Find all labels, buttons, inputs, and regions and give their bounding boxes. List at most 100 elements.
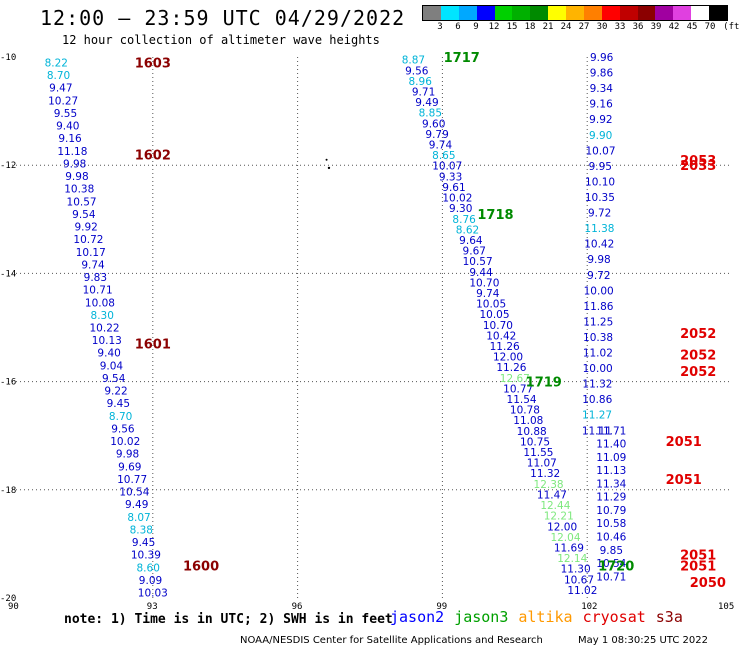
- swh-value: 11.11: [582, 425, 612, 437]
- swh-value: 9.34: [590, 83, 614, 95]
- legend-swatch: [423, 6, 441, 20]
- swh-value: 9.40: [97, 348, 120, 360]
- swh-value: 12.44: [540, 500, 570, 512]
- swh-value: 9.95: [589, 161, 612, 173]
- chart-title: 12:00 – 23:59 UTC 04/29/2022: [40, 6, 406, 30]
- swh-value: 9.74: [476, 288, 500, 300]
- swh-value: 10.38: [64, 184, 94, 196]
- x-tick-label: 99: [436, 602, 447, 610]
- swh-value: 10.39: [131, 550, 161, 562]
- legend-swatch: [691, 6, 709, 20]
- swh-value: 10.22: [90, 323, 120, 335]
- swh-value: 9.74: [429, 140, 453, 152]
- legend-swatch: [709, 6, 727, 20]
- legend-swatch: [440, 6, 459, 20]
- swh-value: 8.62: [456, 224, 479, 236]
- swh-value: 8.87: [402, 55, 425, 67]
- swh-value: 8.07: [127, 512, 150, 524]
- swh-value: 10.05: [476, 299, 506, 311]
- swh-value: 12.00: [493, 352, 523, 364]
- swh-value: 10.00: [584, 285, 614, 297]
- swh-value: 9.54: [102, 373, 126, 385]
- mission-altika: altika: [518, 608, 573, 626]
- swh-value: 9.69: [118, 461, 141, 473]
- swh-value: 11.07: [527, 458, 557, 470]
- swh-value: 9.04: [100, 360, 124, 372]
- swh-value: 11.32: [582, 379, 612, 391]
- swh-value: 11.02: [583, 348, 613, 360]
- swh-value: 8.22: [45, 57, 68, 69]
- x-tick-label: 93: [147, 602, 158, 610]
- generated-timestamp: May 1 08:30:25 UTC 2022: [578, 635, 708, 646]
- legend-label: 21: [542, 22, 554, 32]
- swh-value: 11.32: [530, 468, 560, 480]
- swh-value: 10.71: [83, 285, 113, 297]
- swh-value: 12.00: [547, 521, 577, 533]
- chart-subtitle: 12 hour collection of altimeter wave hei…: [62, 33, 380, 47]
- legend-label: 12: [488, 22, 500, 32]
- swh-value: 9.98: [587, 254, 610, 266]
- plot-area: 90 93 96 99 102 105-10-12-14-16-18-208.228.70…: [0, 51, 734, 610]
- pass-number-label: 1603: [135, 56, 171, 71]
- legend-label: 70: [704, 22, 716, 32]
- legend-swatch: [673, 6, 692, 20]
- legend-swatch: [512, 6, 531, 20]
- swh-value: 11.71: [596, 425, 626, 437]
- swh-value: 10.07: [432, 161, 462, 173]
- swh-value: 9.60: [422, 118, 445, 130]
- legend-label: 27: [578, 22, 590, 32]
- swh-value: 10.78: [510, 405, 540, 417]
- swh-value: 9.79: [425, 129, 448, 141]
- swh-value: 10.38: [583, 332, 613, 344]
- swh-value: 9.64: [459, 235, 483, 247]
- swh-value: 9.92: [74, 222, 97, 234]
- swh-value: 10.07: [585, 145, 615, 157]
- swh-value: 10.46: [596, 532, 626, 544]
- swh-value: 10.13: [92, 335, 122, 347]
- mission-jason2: jason2: [390, 608, 445, 626]
- swh-value: 12.67: [500, 373, 530, 385]
- legend-label: 42: [668, 22, 680, 32]
- swh-value: 10.57: [67, 196, 97, 208]
- legend-swatch: [476, 6, 495, 20]
- y-tick-label: -18: [0, 486, 16, 496]
- swh-value: 9.09: [139, 575, 162, 587]
- swh-value: 9.98: [63, 158, 86, 170]
- legend-label: 45: [686, 22, 698, 32]
- legend-label: 30: [596, 22, 608, 32]
- swh-value: 12.14: [557, 553, 587, 565]
- x-tick-label: 102: [581, 602, 597, 610]
- swh-value: 9.56: [111, 423, 135, 435]
- legend-swatch: [548, 6, 566, 20]
- swh-value: 11.13: [596, 465, 626, 477]
- legend-swatch: [458, 6, 477, 20]
- swh-value: 9.86: [590, 68, 614, 80]
- swh-value: 9.33: [439, 171, 462, 183]
- legend-label: 39: [650, 22, 662, 32]
- swh-value: 9.40: [56, 121, 79, 133]
- swh-value: 11.26: [496, 362, 526, 374]
- footnote: note: 1) Time is in UTC; 2) SWH is in fe…: [64, 612, 393, 627]
- land-mark: [327, 166, 331, 170]
- legend-label: 9: [473, 22, 479, 32]
- swh-value: 8.38: [130, 524, 153, 536]
- swh-value: 10.58: [596, 518, 626, 530]
- swh-value: 10.72: [73, 234, 103, 246]
- swh-value: 9.72: [587, 270, 610, 282]
- swh-value: 9.22: [104, 386, 127, 398]
- swh-value: 10.10: [585, 176, 615, 188]
- color-scale-legend: [422, 5, 728, 21]
- legend-label: 33: [614, 22, 626, 32]
- swh-value: 11.30: [561, 564, 591, 576]
- pass-number-label: 2051: [680, 560, 716, 575]
- x-tick-label: 105: [718, 602, 734, 610]
- pass-number-label: 2052: [680, 349, 716, 364]
- swh-value: 9.85: [600, 545, 623, 557]
- pass-number-label: 2051: [666, 473, 702, 488]
- pass-number-label: 2051: [680, 549, 716, 564]
- swh-value: 9.67: [463, 246, 486, 258]
- swh-value: 9.45: [107, 398, 130, 410]
- swh-value: 9.92: [589, 114, 612, 126]
- y-tick-label: -14: [0, 269, 16, 279]
- mission-legend: jason2 jason3 altika cryosat s3a: [390, 608, 693, 626]
